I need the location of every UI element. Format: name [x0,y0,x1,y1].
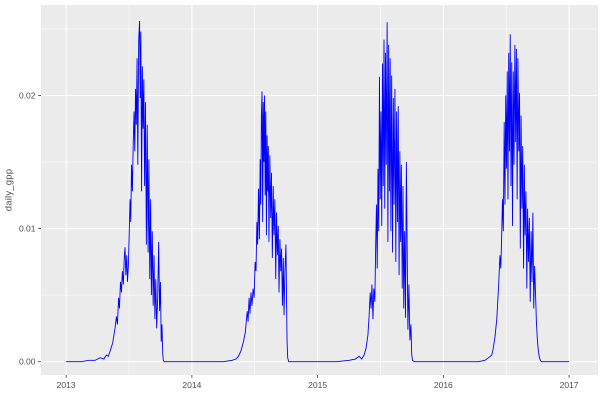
x-tick-label: 2014 [182,380,201,390]
x-tick-label: 2016 [434,380,453,390]
x-tick-label: 2015 [308,380,327,390]
y-tick-label: 0.02 [19,90,36,100]
y-tick-label: 0.00 [19,356,36,366]
x-tick-label: 2013 [57,380,76,390]
y-axis-title: daily_gpp [3,168,15,212]
data-line-daily-gpp [66,20,570,363]
y-tick-label: 0.01 [19,223,36,233]
x-tick-label: 2017 [560,380,579,390]
